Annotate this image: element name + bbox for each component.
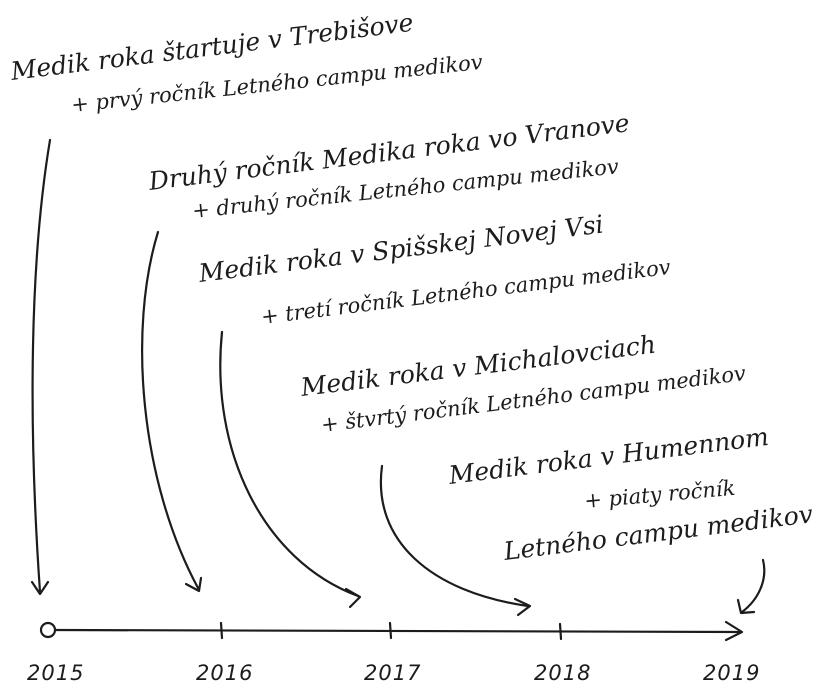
year-label-2015: 2015 [27, 661, 84, 685]
event-2018-arrow [379, 464, 530, 608]
timeline-line [53, 628, 742, 634]
year-label-2017: 2017 [364, 661, 421, 685]
event-2016-arrowhead [184, 576, 203, 593]
event-2018-arrowhead [513, 597, 532, 617]
event-2019-arrowhead [736, 598, 756, 615]
timeline-tick-2018 [558, 622, 563, 641]
timeline-tick-2016 [219, 621, 224, 640]
event-2019-line-3: Letného campu medikov [501, 499, 814, 566]
timeline-tick-2017 [388, 621, 393, 640]
event-2016-arrow [141, 230, 200, 590]
event-2015-arrow [31, 138, 52, 594]
timeline-arrowhead [724, 620, 744, 642]
timeline-axis: 2015 2016 2017 2018 2019 [27, 620, 760, 685]
year-label-2018: 2018 [534, 661, 591, 685]
event-2017-arrowhead [344, 587, 362, 609]
event-2015-arrowhead [30, 580, 50, 596]
event-2019-arrow [740, 558, 766, 614]
year-label-2019: 2019 [703, 661, 760, 685]
event-2019: Medik roka v Humennom + piaty ročník Let… [446, 422, 814, 615]
event-2017-arrow [219, 330, 360, 598]
timeline-start-marker [39, 621, 57, 639]
event-2019-line-2: + piaty ročník [583, 476, 736, 513]
year-label-2016: 2016 [196, 661, 253, 685]
